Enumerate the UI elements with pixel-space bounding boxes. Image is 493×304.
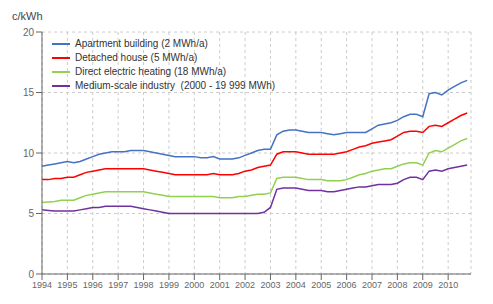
svg-text:2009: 2009 — [413, 280, 433, 290]
svg-text:15: 15 — [23, 87, 35, 98]
html-text:Direct electric heating (18 MW: Direct electric heating (18 MWh/a) — [75, 66, 227, 77]
svg-text:2010: 2010 — [438, 280, 458, 290]
svg-text:0: 0 — [28, 269, 34, 280]
svg-text:20: 20 — [23, 27, 35, 38]
svg-text:1995: 1995 — [57, 280, 77, 290]
svg-text:2006: 2006 — [337, 280, 357, 290]
html-text:c/kWh: c/kWh — [12, 10, 43, 22]
svg-text:2000: 2000 — [184, 280, 204, 290]
svg-text:1996: 1996 — [83, 280, 103, 290]
svg-text:2001: 2001 — [210, 280, 230, 290]
svg-text:1997: 1997 — [108, 280, 128, 290]
html-text:Medium-scale industry (2000 -: Medium-scale industry (2000 - 19 999 MWh… — [75, 80, 276, 91]
svg-text:5: 5 — [28, 208, 34, 219]
html-text:Apartment building (2 MWh/a): Apartment building (2 MWh/a) — [75, 38, 208, 49]
html-text:Detached house (5 MWh/a): Detached house (5 MWh/a) — [75, 52, 198, 63]
svg-text:1994: 1994 — [32, 280, 52, 290]
svg-text:2002: 2002 — [235, 280, 255, 290]
svg-text:2004: 2004 — [286, 280, 306, 290]
svg-text:2007: 2007 — [362, 280, 382, 290]
svg-text:10: 10 — [23, 148, 35, 159]
svg-text:1999: 1999 — [159, 280, 179, 290]
svg-text:1998: 1998 — [134, 280, 154, 290]
svg-text:2008: 2008 — [387, 280, 407, 290]
svg-text:2003: 2003 — [260, 280, 280, 290]
svg-text:2005: 2005 — [311, 280, 331, 290]
